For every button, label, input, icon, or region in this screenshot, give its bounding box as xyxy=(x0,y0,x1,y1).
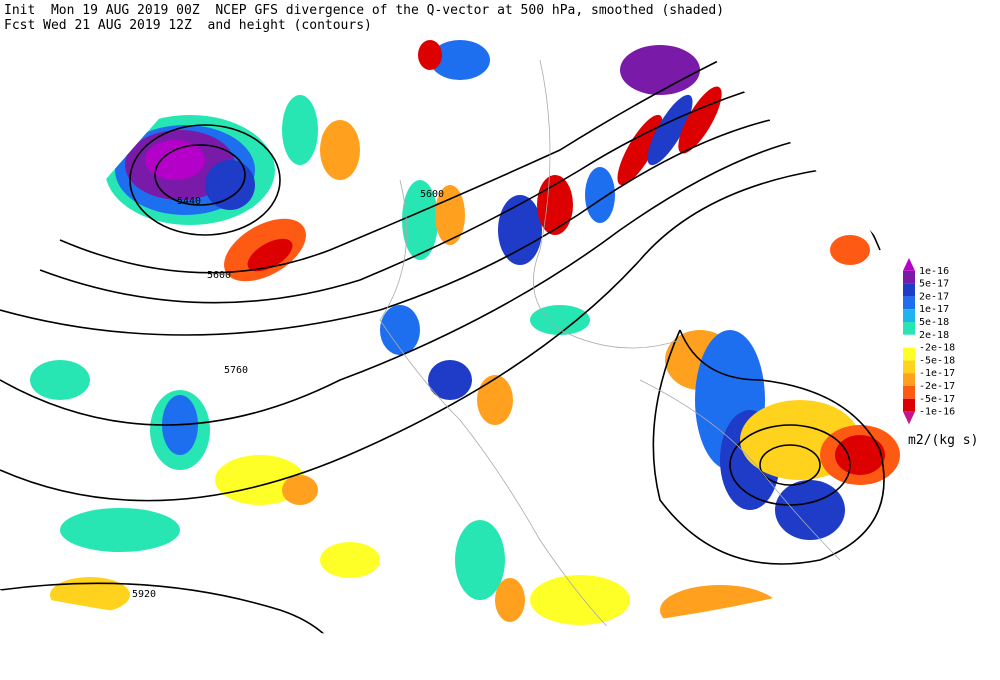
shade-blob xyxy=(835,435,885,475)
colorbar-label: 2e-17 xyxy=(919,291,949,302)
colorbar-label: -5e-18 xyxy=(919,355,955,366)
shade-blob xyxy=(455,520,505,600)
colorbar-label: 5e-17 xyxy=(919,279,949,290)
colorbar-label: -2e-17 xyxy=(919,381,955,392)
contour-label: 5760 xyxy=(224,365,248,376)
shade-blob xyxy=(830,235,870,265)
contour xyxy=(59,59,721,274)
contour xyxy=(0,139,801,426)
contour-labels: 5440 5600 5600 5760 5920 xyxy=(132,189,444,600)
colorbar-box xyxy=(903,398,915,412)
contour xyxy=(129,124,281,236)
shade-blob xyxy=(530,575,630,625)
shade-blob xyxy=(435,185,465,245)
colorbar-label: 1e-16 xyxy=(919,266,949,277)
colorbar-label: 5e-18 xyxy=(919,317,949,328)
shade-blob xyxy=(775,480,845,540)
colorbar-box xyxy=(903,334,915,348)
colorbar: 1e-165e-172e-171e-175e-182e-18-2e-18-5e-… xyxy=(903,258,955,425)
contour xyxy=(39,89,751,304)
shade-blob xyxy=(205,160,255,210)
shade-blob xyxy=(498,195,542,265)
header-line: Fcst Wed 21 AUG 2019 12Z and height (con… xyxy=(4,18,372,33)
shade-blob xyxy=(320,120,360,180)
shade-blob xyxy=(247,238,293,272)
colorbar-label: -1e-17 xyxy=(919,368,955,379)
shade-blob xyxy=(620,45,700,95)
colorbar-box xyxy=(903,373,915,386)
colorbar-label: -5e-17 xyxy=(919,394,955,405)
contour xyxy=(759,444,821,486)
shade-blob xyxy=(418,40,442,70)
contour xyxy=(154,144,246,206)
colorbar-label: -2e-18 xyxy=(919,343,955,354)
colorbar-label: 1e-17 xyxy=(919,304,949,315)
colorbar-unit: m2/(kg s) xyxy=(908,433,978,448)
contour-label: 5920 xyxy=(132,589,156,600)
colorbar-box xyxy=(903,386,915,399)
shade-blob xyxy=(430,40,490,80)
shade-blob xyxy=(380,305,420,355)
shade-blob xyxy=(428,360,472,400)
colorbar-box xyxy=(903,322,915,335)
shade-blob xyxy=(660,585,780,635)
coastline xyxy=(533,59,681,349)
shade-blob xyxy=(477,375,513,425)
shade-blob xyxy=(50,577,130,613)
coastlines xyxy=(379,59,841,636)
colorbar-box xyxy=(903,296,915,310)
header-line: Init Mon 19 AUG 2019 00Z NCEP GFS diverg… xyxy=(4,3,724,18)
shade-blob xyxy=(647,94,693,166)
colorbar-triangle xyxy=(903,411,915,425)
colorbar-label: -1e-16 xyxy=(919,407,955,418)
contour xyxy=(729,424,851,506)
shade-blob xyxy=(530,305,590,335)
shade-blob xyxy=(60,508,180,552)
shade-blob xyxy=(282,475,318,505)
shade-blob xyxy=(585,167,615,223)
coastline xyxy=(639,379,841,561)
colorbar-box xyxy=(903,270,915,284)
shade-blob xyxy=(320,542,380,578)
coastline xyxy=(379,179,621,636)
shade-blob xyxy=(402,180,438,260)
shade-blob xyxy=(617,114,663,186)
contour-label: 5440 xyxy=(177,196,201,207)
colorbar-box xyxy=(903,309,915,322)
colorbar-triangle xyxy=(903,258,915,271)
colorbar-label: 2e-18 xyxy=(919,330,949,341)
colorbar-box xyxy=(903,360,915,374)
contour-label: 5600 xyxy=(207,270,231,281)
shade-blob xyxy=(678,86,722,154)
shade-blob xyxy=(282,95,318,165)
contour-label: 5600 xyxy=(420,189,444,200)
shade-blob xyxy=(495,578,525,622)
colorbar-box xyxy=(903,347,915,361)
colorbar-box xyxy=(903,283,915,297)
contour xyxy=(0,119,771,336)
contour xyxy=(0,582,351,636)
shade-blob xyxy=(30,360,90,400)
shade-blob xyxy=(145,140,205,180)
contour xyxy=(652,329,885,565)
